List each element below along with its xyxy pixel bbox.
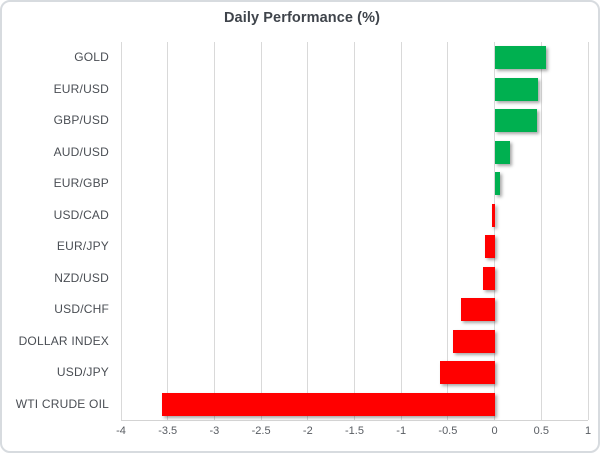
category-label: USD/JPY <box>56 365 109 379</box>
tick-label: -4 <box>116 425 126 437</box>
bar-wti-crude-oil <box>162 392 495 416</box>
bar-aud-usd <box>494 140 511 164</box>
gridline <box>540 42 542 420</box>
tick-label: -3.5 <box>158 425 178 437</box>
category-label: WTI CRUDE OIL <box>15 396 109 411</box>
bar-gbp-usd <box>494 109 537 133</box>
tick-label: -1.5 <box>345 425 364 437</box>
plot-area <box>120 42 589 420</box>
tick-label: -1 <box>396 425 407 437</box>
bar-usd-chf <box>461 298 495 322</box>
gridline <box>447 42 449 420</box>
bar-nzd-usd <box>483 266 495 290</box>
bar-dollar-index <box>452 329 495 353</box>
tick-label: -2 <box>302 425 313 437</box>
value-axis: -4 -3.5 -3 -2.5 -2 -1.5 -1 -0.5 0 0.5 1 <box>2 425 598 441</box>
category-label: USD/CHF <box>54 302 109 316</box>
bar-usd-jpy <box>439 361 495 385</box>
category-label: DOLLAR INDEX <box>18 333 109 348</box>
tick-label: 0 <box>491 425 498 437</box>
tick-label: -3 <box>209 425 220 437</box>
category-label: EUR/USD <box>53 81 109 96</box>
chart-title: Daily Performance (%) <box>223 10 380 26</box>
category-label: GBP/USD <box>53 113 109 127</box>
gridline <box>587 42 589 420</box>
bar-usd-cad <box>491 203 495 227</box>
category-axis: GOLD EUR/USD GBP/USD AUD/USD EUR/GBP USD/CAD E… <box>2 42 109 420</box>
tick-label: 0.5 <box>533 425 549 437</box>
gridline <box>354 42 355 420</box>
gridline <box>120 42 122 420</box>
gridline <box>400 42 402 420</box>
category-label: NZD/USD <box>54 270 109 285</box>
category-label: AUD/USD <box>53 144 109 159</box>
bar-eur-gbp <box>494 172 501 196</box>
gridline <box>167 42 169 420</box>
tick-label: 1 <box>584 425 592 437</box>
category-label: USD/CAD <box>53 207 109 222</box>
bar-eur-jpy <box>485 235 495 259</box>
gridline <box>494 42 496 420</box>
x-axis-line <box>121 420 588 421</box>
category-label: EUR/GBP <box>53 176 109 190</box>
tick-label: -0.5 <box>438 425 458 437</box>
category-label: GOLD <box>74 50 109 64</box>
gridline <box>307 42 309 420</box>
category-label: EUR/JPY <box>56 239 109 253</box>
bar-eur-usd <box>494 77 539 101</box>
gridline <box>260 42 262 420</box>
bar-gold <box>494 46 546 70</box>
tick-label: -2.5 <box>251 425 271 437</box>
gridline <box>213 42 215 420</box>
